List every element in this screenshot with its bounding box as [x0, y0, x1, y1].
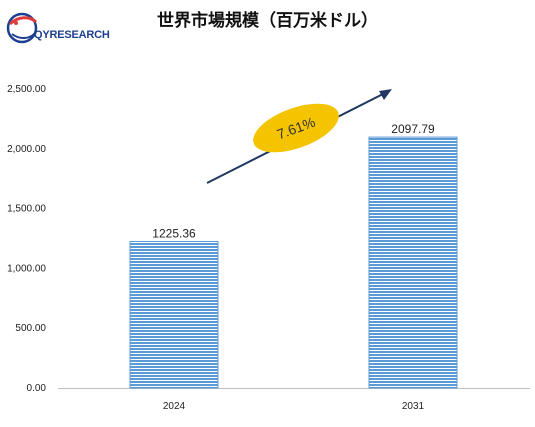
qyresearch-logo: QYRESEARCH — [4, 6, 110, 50]
x-tick-label-2024: 2024 — [163, 401, 186, 412]
arrow-head-icon — [379, 89, 392, 100]
y-tick-label: 2,000.00 — [7, 144, 46, 155]
x-tick-label-2031: 2031 — [402, 401, 425, 412]
y-tick-label: 0.00 — [27, 383, 47, 394]
y-tick-label: 1,000.00 — [7, 263, 46, 274]
y-tick-label: 500.00 — [15, 323, 46, 334]
logo-text: QYRESEARCH — [34, 29, 110, 41]
bar-2031 — [368, 136, 458, 389]
bar-2024 — [129, 240, 219, 389]
data-label-2024: 1225.36 — [152, 226, 196, 240]
globe-icon — [6, 12, 38, 44]
cagr-badge: 7.61% — [253, 103, 339, 153]
y-tick-label: 2,500.00 — [7, 84, 46, 95]
cagr-badge-ellipse — [253, 103, 339, 153]
y-tick-label: 1,500.00 — [7, 204, 46, 215]
data-label-2031: 2097.79 — [391, 122, 435, 136]
chart-title: 世界市場規模（百万米ドル） — [157, 11, 378, 31]
